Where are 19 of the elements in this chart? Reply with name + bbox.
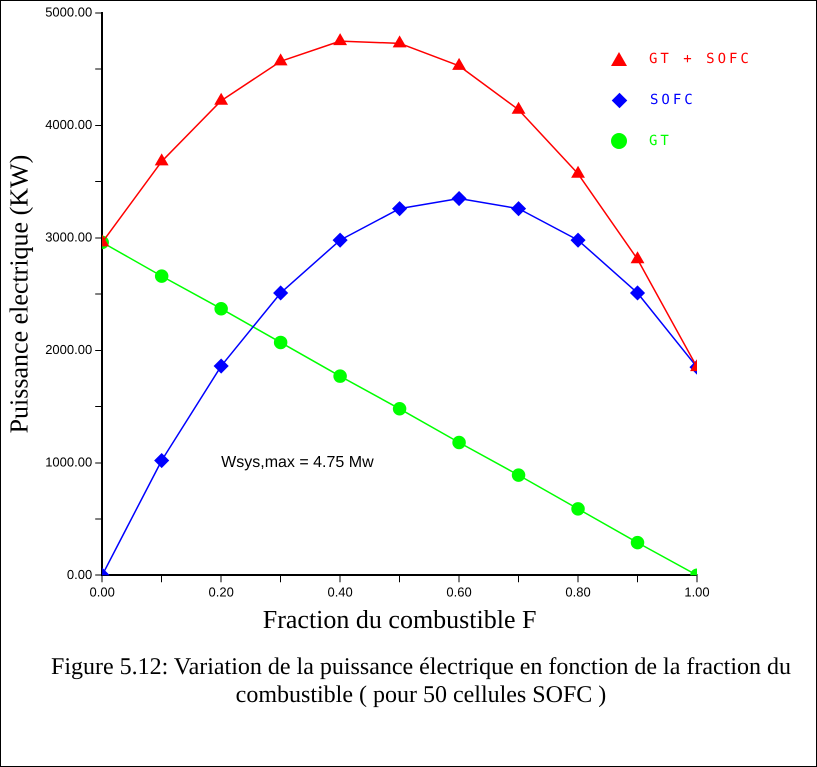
x-tick-label: 0.80	[565, 584, 591, 600]
x-axis-title: Fraction du combustible F	[262, 605, 536, 634]
y-axis-title: Puissance electrique (KW)	[4, 154, 34, 434]
y-tick-label: 1000.00	[45, 454, 92, 470]
x-tick-label: 0.00	[90, 584, 115, 600]
y-tick-label: 5000.00	[45, 4, 92, 20]
x-tick-label: 0.20	[208, 584, 234, 600]
y-tick-label: 0.00	[66, 566, 92, 582]
x-tick-label: 0.40	[327, 584, 353, 600]
y-tick-label: 4000.00	[45, 117, 92, 132]
x-tick-label: 0.60	[446, 584, 472, 600]
legend-label: GT	[649, 133, 672, 149]
x-tick-label: 1.00	[684, 584, 710, 600]
caption: Figure 5.12: Variation de la puissance électrique en fonction de la fraction du combustible ( pour 50 cellules SOFC )	[50, 653, 792, 709]
legend-label: GT + SOFC	[649, 51, 752, 67]
y-tick-label: 3000.00	[45, 229, 92, 244]
y-tick-label: 2000.00	[45, 342, 92, 357]
annotation: Wsys,max = 4.75 Mw	[221, 454, 374, 472]
legend-label: SOFC	[650, 92, 696, 108]
